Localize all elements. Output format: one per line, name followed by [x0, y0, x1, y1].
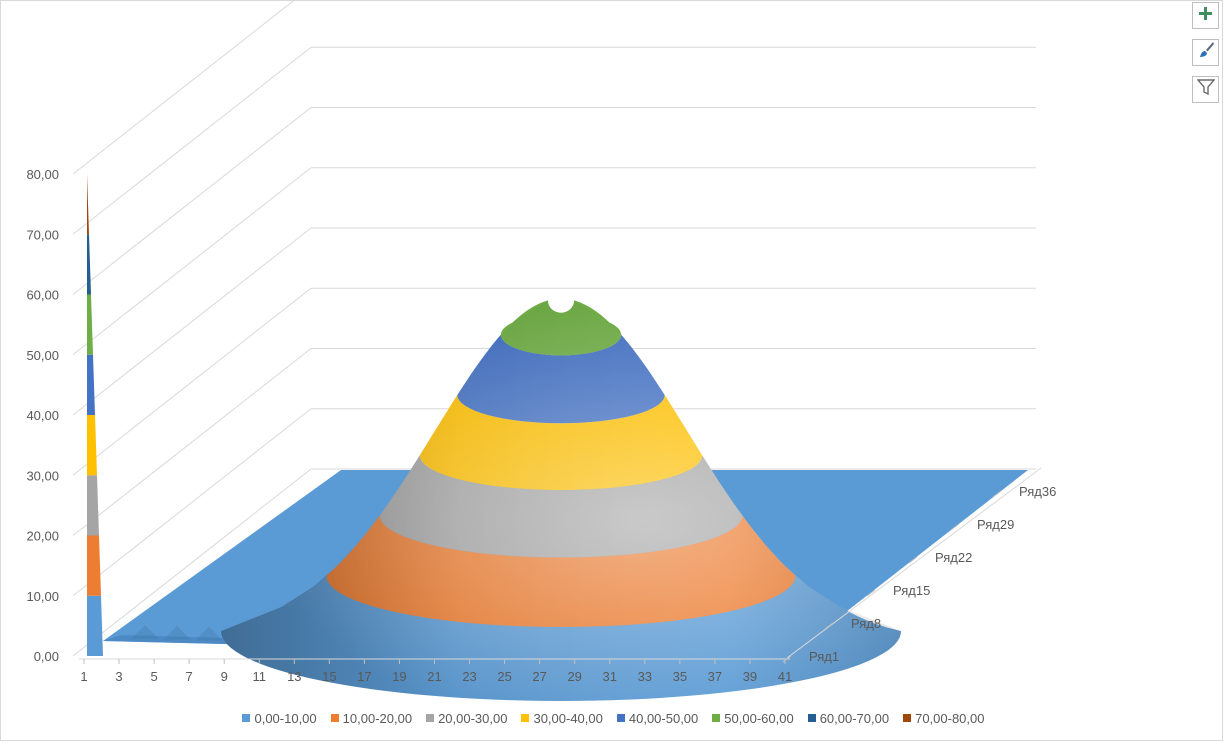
- gridline-left: [72, 408, 312, 597]
- depth-tick-mark: [824, 622, 834, 630]
- legend-swatch: [712, 714, 721, 722]
- x-tick-label: 7: [186, 669, 193, 684]
- x-tick-label: 27: [532, 669, 546, 684]
- legend-swatch: [616, 714, 625, 722]
- x-tick-label: 37: [708, 669, 722, 684]
- legend-item[interactable]: 0,00-10,00: [242, 710, 317, 726]
- surface-highlight: [221, 300, 902, 702]
- paintbrush-icon: [1197, 41, 1215, 64]
- legend-swatch: [426, 714, 435, 722]
- chart-styles-button[interactable]: [1192, 39, 1219, 66]
- legend-label: 10,00-20,00: [342, 710, 413, 726]
- gridline-left: [72, 348, 312, 536]
- depth-tick-label: Ряд29: [977, 517, 1014, 532]
- gridline-left: [72, 46, 312, 235]
- legend-item[interactable]: 40,00-50,00: [616, 710, 699, 726]
- x-tick-label: 5: [150, 669, 157, 684]
- x-tick-label: 39: [743, 669, 757, 684]
- z-tick-label: 80,00: [26, 167, 59, 182]
- gridline-left: [72, 227, 312, 416]
- x-tick-label: 21: [427, 669, 441, 684]
- depth-tick-label: Ряд36: [1019, 484, 1056, 499]
- x-tick-label: 19: [392, 669, 406, 684]
- surface-facet: [131, 625, 159, 639]
- x-tick-label: 41: [778, 669, 792, 684]
- plus-icon: [1198, 6, 1213, 26]
- legend-item[interactable]: 70,00-80,00: [903, 710, 985, 726]
- corner-spike-band: [87, 294, 93, 355]
- corner-spike-band: [87, 475, 99, 536]
- legend-label: 70,00-80,00: [915, 710, 985, 726]
- x-tick-label: 1: [80, 669, 87, 684]
- depth-tick-mark: [782, 655, 792, 663]
- legend-swatch: [330, 714, 339, 722]
- x-tick-label: 25: [497, 669, 511, 684]
- legend-label: 20,00-30,00: [438, 710, 508, 726]
- legend-label: 30,00-40,00: [533, 710, 603, 726]
- funnel-icon: [1195, 78, 1216, 101]
- legend-swatch: [242, 714, 251, 722]
- chart-legend: 0,00-10,00 10,00-20,00 20,00-30,00 30,00-40…: [0, 708, 1227, 728]
- z-tick-label: 10,00: [26, 589, 59, 604]
- corner-spike-band: [87, 234, 91, 295]
- chart-filters-button[interactable]: [1192, 76, 1219, 103]
- corner-spike-band: [87, 415, 97, 476]
- x-tick-label: 9: [221, 669, 228, 684]
- x-tick-label: 15: [322, 669, 336, 684]
- legend-label: 60,00-70,00: [819, 710, 890, 726]
- depth-tick-mark: [908, 556, 918, 564]
- depth-tick-label: Ряд22: [935, 550, 972, 565]
- x-tick-label: 23: [462, 669, 476, 684]
- x-tick-label: 13: [287, 669, 301, 684]
- z-tick-label: 50,00: [26, 348, 59, 363]
- z-tick-label: 30,00: [26, 468, 59, 483]
- x-tick-label: 33: [638, 669, 652, 684]
- depth-tick-mark: [866, 589, 876, 597]
- legend-label: 50,00-60,00: [724, 710, 794, 726]
- z-tick-label: 70,00: [26, 227, 59, 242]
- x-tick-label: 17: [357, 669, 371, 684]
- z-tick-label: 20,00: [26, 529, 59, 544]
- x-tick-label: 3: [115, 669, 122, 684]
- x-tick-label: 11: [253, 669, 267, 684]
- gridline-left: [72, 287, 312, 476]
- corner-spike-band: [87, 354, 95, 415]
- depth-tick-mark: [992, 490, 1002, 498]
- z-tick-label: 60,00: [26, 288, 59, 303]
- legend-item[interactable]: 10,00-20,00: [330, 710, 413, 726]
- add-chart-element-button[interactable]: [1192, 2, 1219, 29]
- x-tick-label: 29: [567, 669, 581, 684]
- legend-label: 0,00-10,00: [254, 710, 317, 726]
- gridline-left: [72, 0, 296, 175]
- corner-spike-band: [87, 174, 89, 235]
- corner-spike-band: [87, 595, 103, 656]
- z-tick-label: 40,00: [26, 408, 59, 423]
- depth-tick-label: Ряд8: [851, 616, 881, 631]
- legend-swatch: [903, 714, 912, 722]
- legend-swatch: [521, 714, 530, 722]
- legend-swatch: [807, 714, 816, 722]
- x-tick-label: 35: [673, 669, 687, 684]
- corner-spike-band: [87, 535, 101, 596]
- legend-item[interactable]: 60,00-70,00: [807, 710, 890, 726]
- depth-tick-label: Ряд15: [893, 583, 930, 598]
- legend-label: 40,00-50,00: [628, 710, 699, 726]
- legend-item[interactable]: 30,00-40,00: [521, 710, 603, 726]
- surface-facet: [195, 626, 223, 641]
- legend-item[interactable]: 20,00-30,00: [426, 711, 507, 726]
- gridline-left: [72, 107, 312, 295]
- depth-tick-label: Ряд1: [809, 649, 839, 664]
- gridline-left: [72, 167, 312, 356]
- x-tick-label: 31: [603, 669, 617, 684]
- gridline-left: [72, 468, 312, 657]
- depth-tick-mark: [950, 523, 960, 531]
- legend-item[interactable]: 50,00-60,00: [712, 710, 794, 726]
- z-tick-label: 0,00: [34, 649, 59, 664]
- surface-facet: [163, 625, 191, 640]
